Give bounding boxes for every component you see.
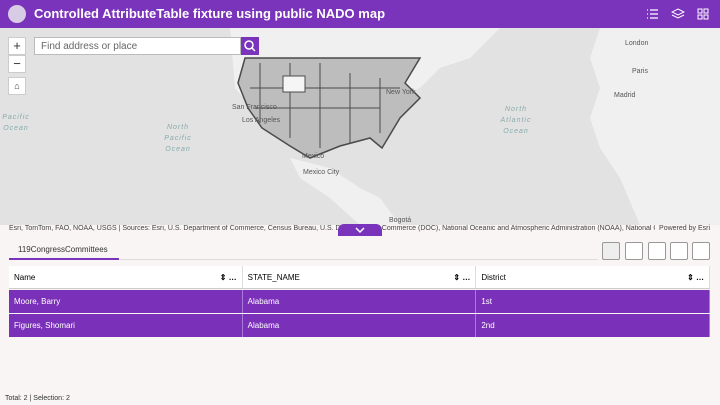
map-label: North Pacific Ocean [164,124,192,153]
logo [8,5,26,23]
map-label: North Atlantic Ocean [500,106,532,135]
search-input[interactable]: Find address or place [34,37,241,55]
header: Controlled AttributeTable fixture using … [0,0,720,28]
column-name: District [481,272,506,282]
table-cell: Alabama [243,290,477,313]
map-label: Mexico [302,153,325,160]
column-name: Name [14,272,36,282]
column-header[interactable]: STATE_NAME ⇕ … [243,266,477,288]
column-name: STATE_NAME [247,272,300,282]
tab-divider [9,259,598,260]
collapse-button[interactable] [338,224,382,236]
map-label: Mexico City [303,169,340,176]
map-label: Paris [632,68,648,75]
layers-button[interactable] [671,7,685,21]
toggle-columns-button[interactable] [670,242,688,260]
app-title: Controlled AttributeTable fixture using … [34,6,386,21]
legend-button[interactable] [645,7,659,21]
map-label: Bogotá [389,217,412,224]
basemap-button[interactable] [696,7,710,21]
map[interactable]: + − ⌂ Find address or place London Paris… [0,28,720,225]
column-header[interactable]: District ⇕ … [476,266,711,288]
table-cell: Moore, Barry [9,290,243,313]
map-label: New York [386,89,416,96]
filter-button[interactable] [692,242,710,260]
table-cell: Alabama [243,314,477,337]
map-label: Madrid [614,92,636,99]
table-cell: Figures, Shomari [9,314,243,337]
column-header[interactable]: Name ⇕ … [9,266,243,288]
zoom-in[interactable]: + [8,37,26,55]
table-cell: 2nd [476,314,711,337]
column-menu[interactable]: ⇕ … [453,272,471,282]
attribute-table: Name ⇕ … STATE_NAME ⇕ … District ⇕ … Moore, Ba… [9,266,711,337]
header-row: Name ⇕ … STATE_NAME ⇕ … District ⇕ … [9,266,711,289]
home-button[interactable]: ⌂ [8,77,26,95]
show-selection-button[interactable] [602,242,620,260]
clear-selection-button[interactable] [625,242,643,260]
table-cell: 1st [476,290,711,313]
zoom-out[interactable]: − [8,55,26,73]
column-menu[interactable]: ⇕ … [219,272,237,282]
table-row[interactable]: Figures, Shomari Alabama 2nd [9,314,711,337]
powered-by: Powered by Esri [655,225,710,232]
map-label: Pacific Ocean [2,114,30,132]
search-button[interactable] [241,37,259,55]
layer-tab[interactable]: 119CongressCommittees [18,245,108,254]
tab-underline [9,258,119,260]
column-menu[interactable]: ⇕ … [687,272,705,282]
table-row[interactable]: Moore, Barry Alabama 1st [9,290,711,313]
status-bar: Total: 2 | Selection: 2 [5,395,70,402]
map-label: San Francisco [232,104,277,111]
map-label: Los Angeles [242,117,281,124]
map-label: London [625,40,649,47]
basemap [230,28,720,225]
refresh-button[interactable] [648,242,666,260]
